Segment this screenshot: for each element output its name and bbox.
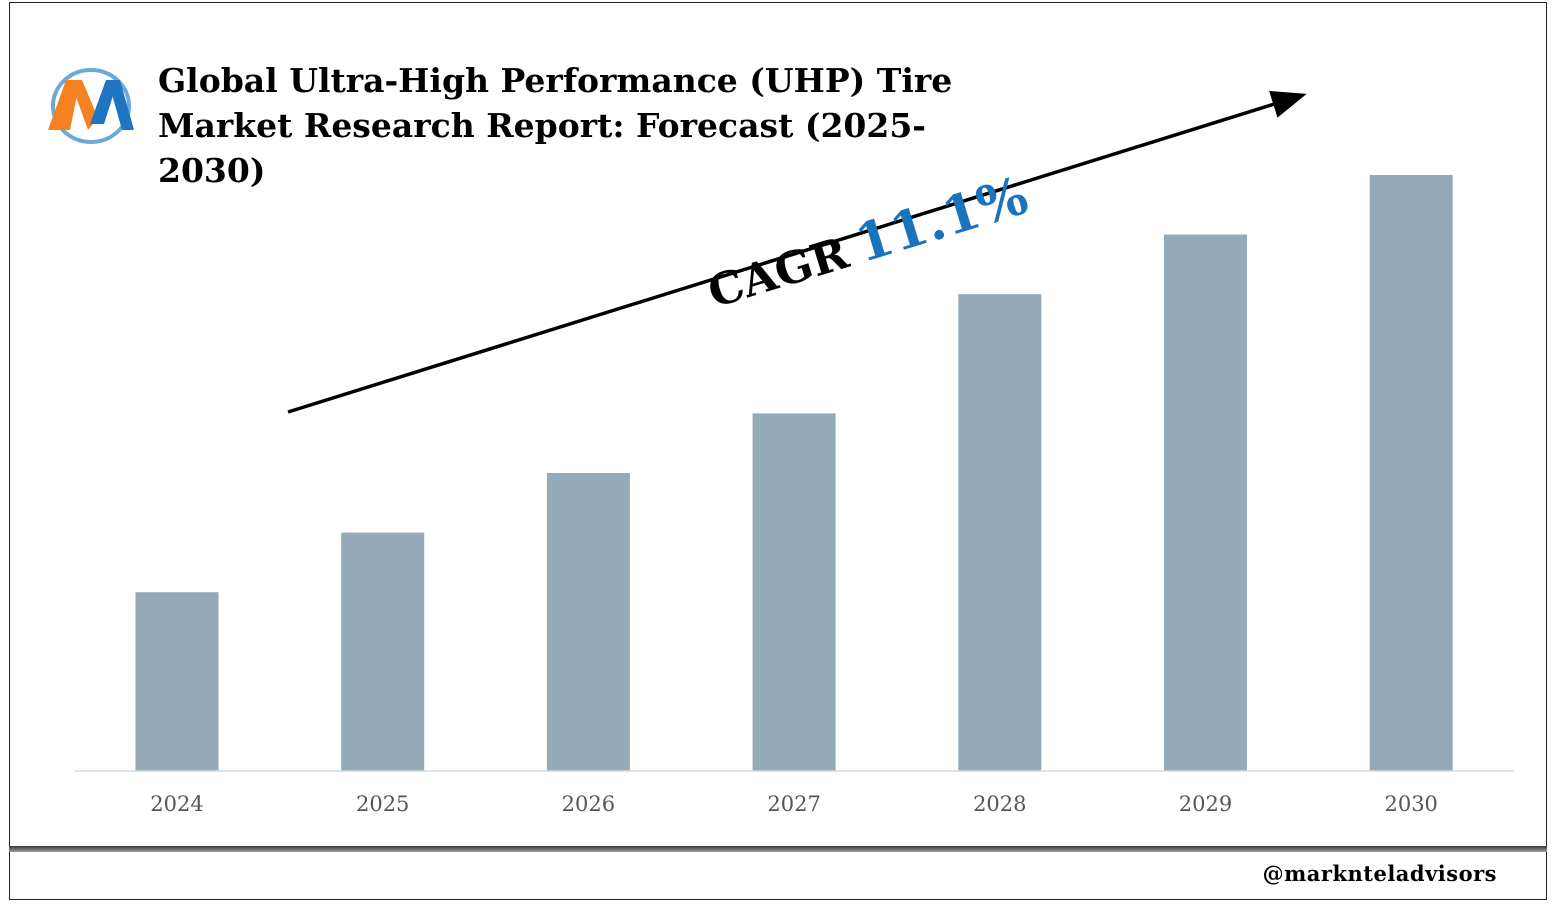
- footer-handle: @marknteladvisors: [1262, 861, 1497, 886]
- x-tick-label-2028: 2028: [973, 792, 1026, 816]
- bar-2024: [135, 592, 219, 771]
- x-tick-label-2027: 2027: [767, 792, 820, 816]
- bar-2030: [1369, 175, 1453, 771]
- x-tick-label-2025: 2025: [356, 792, 409, 816]
- x-tick-label-2026: 2026: [562, 792, 615, 816]
- bar-2028: [958, 294, 1042, 771]
- bar-2026: [546, 473, 630, 771]
- x-tick-label-2030: 2030: [1384, 792, 1437, 816]
- footer-divider: [9, 846, 1547, 852]
- bar-2029: [1164, 234, 1247, 772]
- bar-2025: [341, 532, 425, 771]
- bar-2027: [752, 413, 836, 771]
- x-tick-label-2024: 2024: [150, 792, 203, 816]
- x-tick-label-2029: 2029: [1179, 792, 1232, 816]
- chart-title: Global Ultra-High Performance (UHP) Tire…: [158, 61, 953, 190]
- cagr-trend-arrow: [287, 90, 1307, 414]
- marknteladvisors-logo-icon: [48, 68, 134, 144]
